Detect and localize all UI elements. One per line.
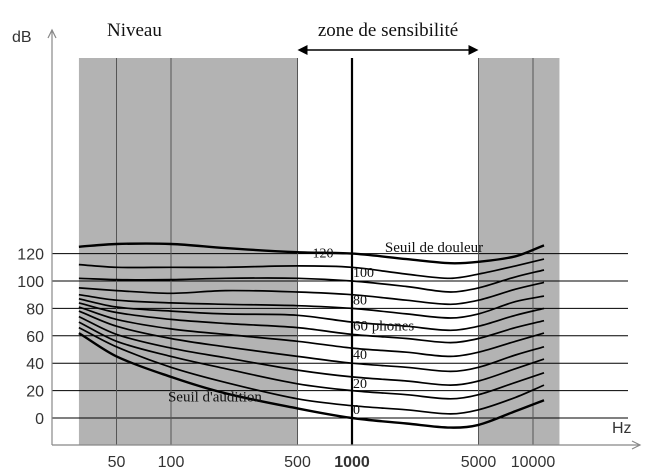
x-tick-label: 50	[108, 454, 126, 471]
y-tick-label: 0	[35, 411, 44, 428]
curve-annotation: Seuil d'audition	[168, 390, 262, 406]
curve-annotations: 120 100 80 60 phones 40 20 0 Seuil de douleur Se…	[168, 240, 483, 418]
loudness-curve	[78, 321, 545, 400]
x-axis-arrow	[631, 440, 642, 450]
loudness-curve	[78, 281, 545, 306]
loudness-curve	[78, 242, 545, 265]
loudness-curves	[78, 242, 545, 429]
x-tick-label: 500	[284, 454, 311, 471]
x-tick-label: 1000	[334, 454, 370, 471]
curve-annotation: 100	[353, 266, 374, 281]
arrow-head-left	[297, 45, 308, 55]
loudness-curve	[78, 297, 545, 332]
curve-annotation: 80	[353, 293, 367, 308]
y-tick-label: 120	[17, 247, 44, 264]
curve-annotation: Seuil de douleur	[385, 240, 483, 256]
y-tick-label: 60	[26, 329, 44, 346]
loudness-curve	[78, 332, 545, 429]
y-tick-label: 20	[26, 384, 44, 401]
y-axis-arrow	[47, 28, 57, 39]
loudness-curve	[78, 326, 545, 415]
shaded-band	[478, 58, 560, 445]
x-tick-label: 10000	[511, 454, 556, 471]
level-label: Niveau	[107, 20, 162, 41]
curve-annotation: 40	[353, 348, 367, 363]
y-tick-label: 100	[17, 274, 44, 291]
loudness-curve	[78, 258, 545, 280]
sensitivity-zone-label: zone de sensibilité	[318, 20, 458, 41]
curve-annotation: 0	[353, 403, 360, 418]
arrow-head-right	[468, 45, 479, 55]
loudness-curve	[78, 269, 545, 293]
x-tick-label: 100	[158, 454, 185, 471]
x-tick-label: 5000	[461, 454, 497, 471]
loudness-curve	[78, 315, 545, 386]
loudness-curve	[78, 302, 545, 344]
curve-annotation: 120	[312, 247, 333, 262]
curve-annotation: 60 phones	[353, 318, 414, 334]
loudness-curve	[78, 293, 545, 319]
loudness-curve	[78, 310, 545, 373]
loudness-curve	[78, 306, 545, 358]
axes	[47, 28, 642, 450]
y-tick-label: 40	[26, 356, 44, 373]
sensitivity-zone: zone de sensibilité	[297, 20, 479, 55]
x-axis-unit: Hz	[612, 420, 632, 437]
y-axis-unit: dB	[12, 29, 32, 46]
y-tick-label: 80	[26, 301, 44, 318]
curve-annotation: 20	[353, 377, 367, 392]
